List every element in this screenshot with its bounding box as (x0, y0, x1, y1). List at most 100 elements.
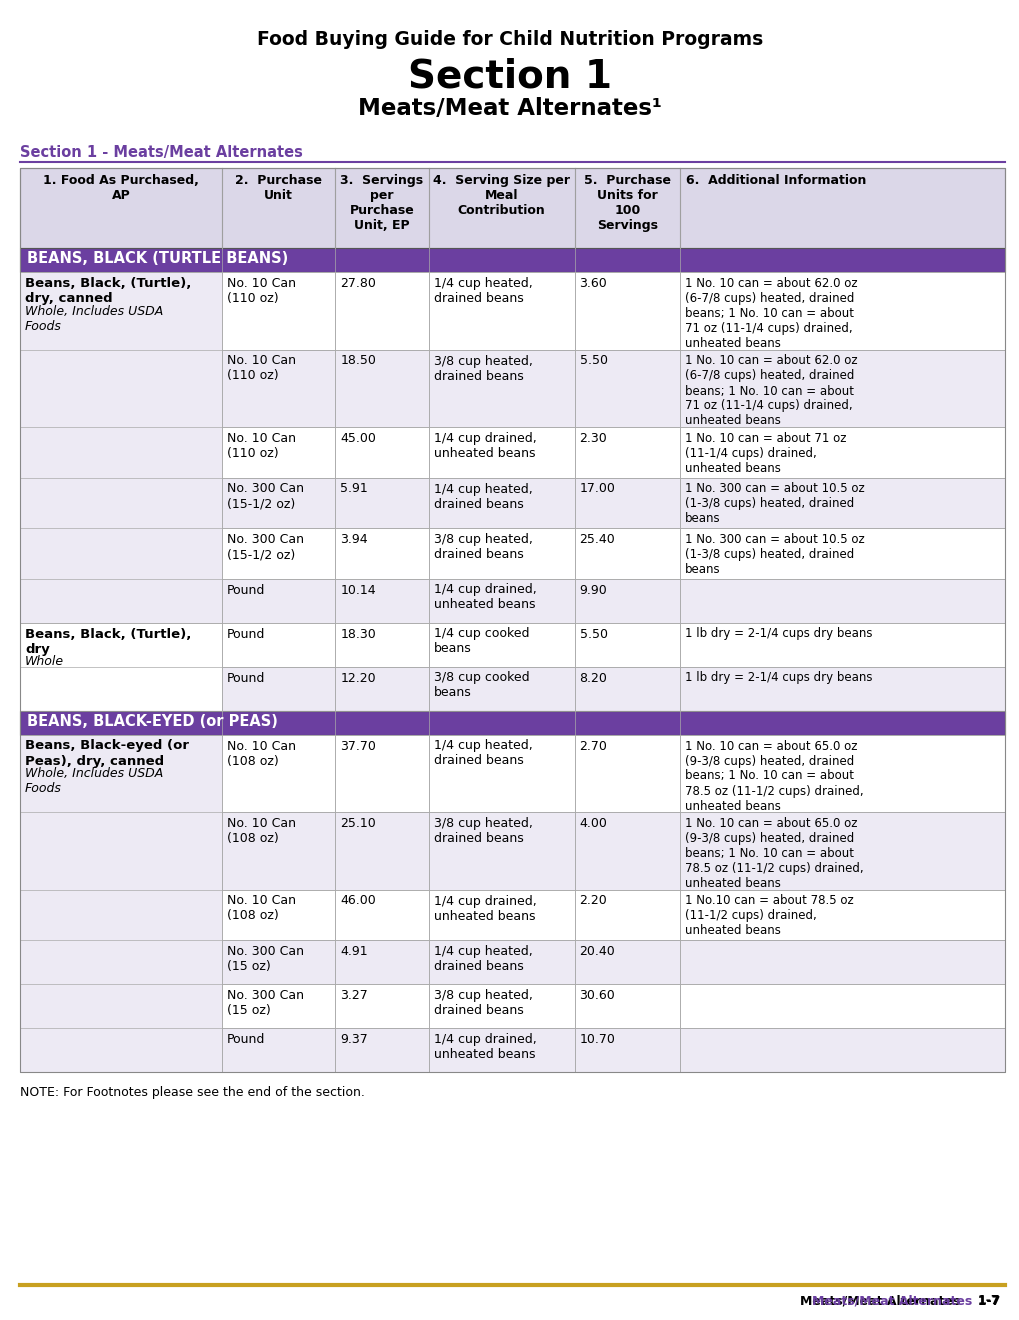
Bar (428, 1028, 574, 1072)
Text: 3/8 cup heated,
drained beans: 3/8 cup heated, drained beans (433, 989, 532, 1016)
Text: 3.94: 3.94 (340, 533, 368, 546)
Bar (574, 1028, 680, 1072)
Text: 12.20: 12.20 (340, 672, 375, 685)
Text: 20.40: 20.40 (579, 945, 614, 958)
Text: Pound: Pound (226, 583, 265, 597)
Bar (222, 667, 335, 710)
Bar (574, 272, 680, 350)
Bar (428, 890, 574, 940)
Bar (680, 426, 1004, 478)
Text: Beans, Black, (Turtle),
dry, canned: Beans, Black, (Turtle), dry, canned (25, 277, 192, 305)
Text: NOTE: For Footnotes please see the end of the section.: NOTE: For Footnotes please see the end o… (20, 1086, 365, 1100)
Text: Meats/Meat Alternates: Meats/Meat Alternates (811, 1294, 971, 1307)
Text: 1. Food As Purchased,
AP: 1. Food As Purchased, AP (43, 174, 199, 202)
Text: 1 lb dry = 2-1/4 cups dry beans: 1 lb dry = 2-1/4 cups dry beans (685, 627, 871, 640)
Text: 1/4 cup heated,
drained beans: 1/4 cup heated, drained beans (433, 739, 532, 767)
Text: 5.50: 5.50 (579, 355, 607, 367)
Text: No. 10 Can
(108 oz): No. 10 Can (108 oz) (226, 739, 296, 767)
Text: Beans, Black-eyed (or
Peas), dry, canned: Beans, Black-eyed (or Peas), dry, canned (25, 739, 189, 767)
Text: 6.  Additional Information: 6. Additional Information (685, 174, 865, 187)
Bar (222, 528, 335, 578)
Bar (680, 1028, 1004, 1072)
Bar (335, 578, 428, 623)
Text: 1 No. 300 can = about 10.5 oz
(1-3/8 cups) heated, drained
beans: 1 No. 300 can = about 10.5 oz (1-3/8 cup… (685, 483, 864, 525)
Text: No. 300 Can
(15 oz): No. 300 Can (15 oz) (226, 945, 304, 973)
Text: 1 lb dry = 2-1/4 cups dry beans: 1 lb dry = 2-1/4 cups dry beans (685, 672, 871, 685)
Bar (222, 272, 335, 350)
Bar (574, 734, 680, 812)
Text: Whole, Includes USDA
Foods: Whole, Includes USDA Foods (25, 767, 163, 795)
Text: BEANS, BLACK-EYED (or PEAS): BEANS, BLACK-EYED (or PEAS) (26, 714, 277, 729)
Bar (574, 812, 680, 890)
Text: 1 No. 10 can = about 71 oz
(11-1/4 cups) drained,
unheated beans: 1 No. 10 can = about 71 oz (11-1/4 cups)… (685, 432, 846, 475)
Bar (20, 623, 222, 710)
Text: Pound: Pound (226, 672, 265, 685)
Bar (335, 1028, 428, 1072)
Bar (222, 623, 335, 667)
Text: 9.90: 9.90 (579, 583, 606, 597)
Text: No. 10 Can
(110 oz): No. 10 Can (110 oz) (226, 277, 296, 305)
Text: 2.  Purchase
Unit: 2. Purchase Unit (234, 174, 322, 202)
Bar (680, 667, 1004, 710)
Text: 46.00: 46.00 (340, 895, 376, 908)
Text: 3.60: 3.60 (579, 277, 606, 290)
Bar (20, 734, 222, 1072)
Bar (20, 168, 1004, 248)
Text: Food Buying Guide for Child Nutrition Programs: Food Buying Guide for Child Nutrition Pr… (257, 30, 762, 49)
Text: 2.20: 2.20 (579, 895, 606, 908)
Text: 18.50: 18.50 (340, 355, 376, 367)
Bar (574, 667, 680, 710)
Bar (680, 983, 1004, 1028)
Text: Section 1: Section 1 (408, 58, 611, 96)
Text: 5.  Purchase
Units for
100
Servings: 5. Purchase Units for 100 Servings (583, 174, 671, 232)
Bar (335, 940, 428, 983)
Text: 25.40: 25.40 (579, 533, 614, 546)
Text: Whole, Includes USDA
Foods: Whole, Includes USDA Foods (25, 305, 163, 333)
Bar (222, 426, 335, 478)
Text: 3/8 cup heated,
drained beans: 3/8 cup heated, drained beans (433, 817, 532, 845)
Bar (428, 426, 574, 478)
Text: 8.20: 8.20 (579, 672, 607, 685)
Bar (574, 983, 680, 1028)
Text: 4.91: 4.91 (340, 945, 368, 958)
Text: 1 No. 10 can = about 62.0 oz
(6-7/8 cups) heated, drained
beans; 1 No. 10 can = : 1 No. 10 can = about 62.0 oz (6-7/8 cups… (685, 355, 857, 428)
Text: 9.37: 9.37 (340, 1034, 368, 1045)
Bar (20, 168, 1004, 1072)
Bar (574, 426, 680, 478)
Text: No. 300 Can
(15 oz): No. 300 Can (15 oz) (226, 989, 304, 1016)
Text: 1/4 cup heated,
drained beans: 1/4 cup heated, drained beans (433, 277, 532, 305)
Bar (222, 1028, 335, 1072)
Text: Meats/Meat Alternates¹: Meats/Meat Alternates¹ (358, 96, 661, 120)
Bar (428, 478, 574, 528)
Text: Beans, Black, (Turtle),
dry: Beans, Black, (Turtle), dry (25, 627, 192, 656)
Bar (574, 478, 680, 528)
Text: 3.  Servings
per
Purchase
Unit, EP: 3. Servings per Purchase Unit, EP (340, 174, 423, 232)
Text: 27.80: 27.80 (340, 277, 376, 290)
Text: 4.  Serving Size per
Meal
Contribution: 4. Serving Size per Meal Contribution (433, 174, 570, 216)
Bar (428, 528, 574, 578)
Text: No. 300 Can
(15-1/2 oz): No. 300 Can (15-1/2 oz) (226, 533, 304, 561)
Text: 1 No. 300 can = about 10.5 oz
(1-3/8 cups) heated, drained
beans: 1 No. 300 can = about 10.5 oz (1-3/8 cup… (685, 533, 864, 576)
Bar (335, 890, 428, 940)
Bar (335, 426, 428, 478)
Bar (680, 528, 1004, 578)
Text: 3/8 cup heated,
drained beans: 3/8 cup heated, drained beans (433, 355, 532, 383)
Bar (20, 248, 1004, 272)
Text: 1 No. 10 can = about 62.0 oz
(6-7/8 cups) heated, drained
beans; 1 No. 10 can = : 1 No. 10 can = about 62.0 oz (6-7/8 cups… (685, 277, 857, 350)
Text: 2.70: 2.70 (579, 739, 607, 752)
Text: No. 300 Can
(15-1/2 oz): No. 300 Can (15-1/2 oz) (226, 483, 304, 511)
Bar (680, 940, 1004, 983)
Bar (222, 578, 335, 623)
Bar (335, 272, 428, 350)
Text: 18.30: 18.30 (340, 627, 376, 640)
Text: 1/4 cup drained,
unheated beans: 1/4 cup drained, unheated beans (433, 583, 536, 611)
Bar (335, 478, 428, 528)
Bar (335, 812, 428, 890)
Bar (20, 272, 222, 623)
Bar (574, 940, 680, 983)
Text: 1/4 cup drained,
unheated beans: 1/4 cup drained, unheated beans (433, 895, 536, 923)
Bar (680, 478, 1004, 528)
Text: BEANS, BLACK (TURTLE BEANS): BEANS, BLACK (TURTLE BEANS) (26, 251, 288, 267)
Bar (222, 890, 335, 940)
Text: 1/4 cup heated,
drained beans: 1/4 cup heated, drained beans (433, 483, 532, 511)
